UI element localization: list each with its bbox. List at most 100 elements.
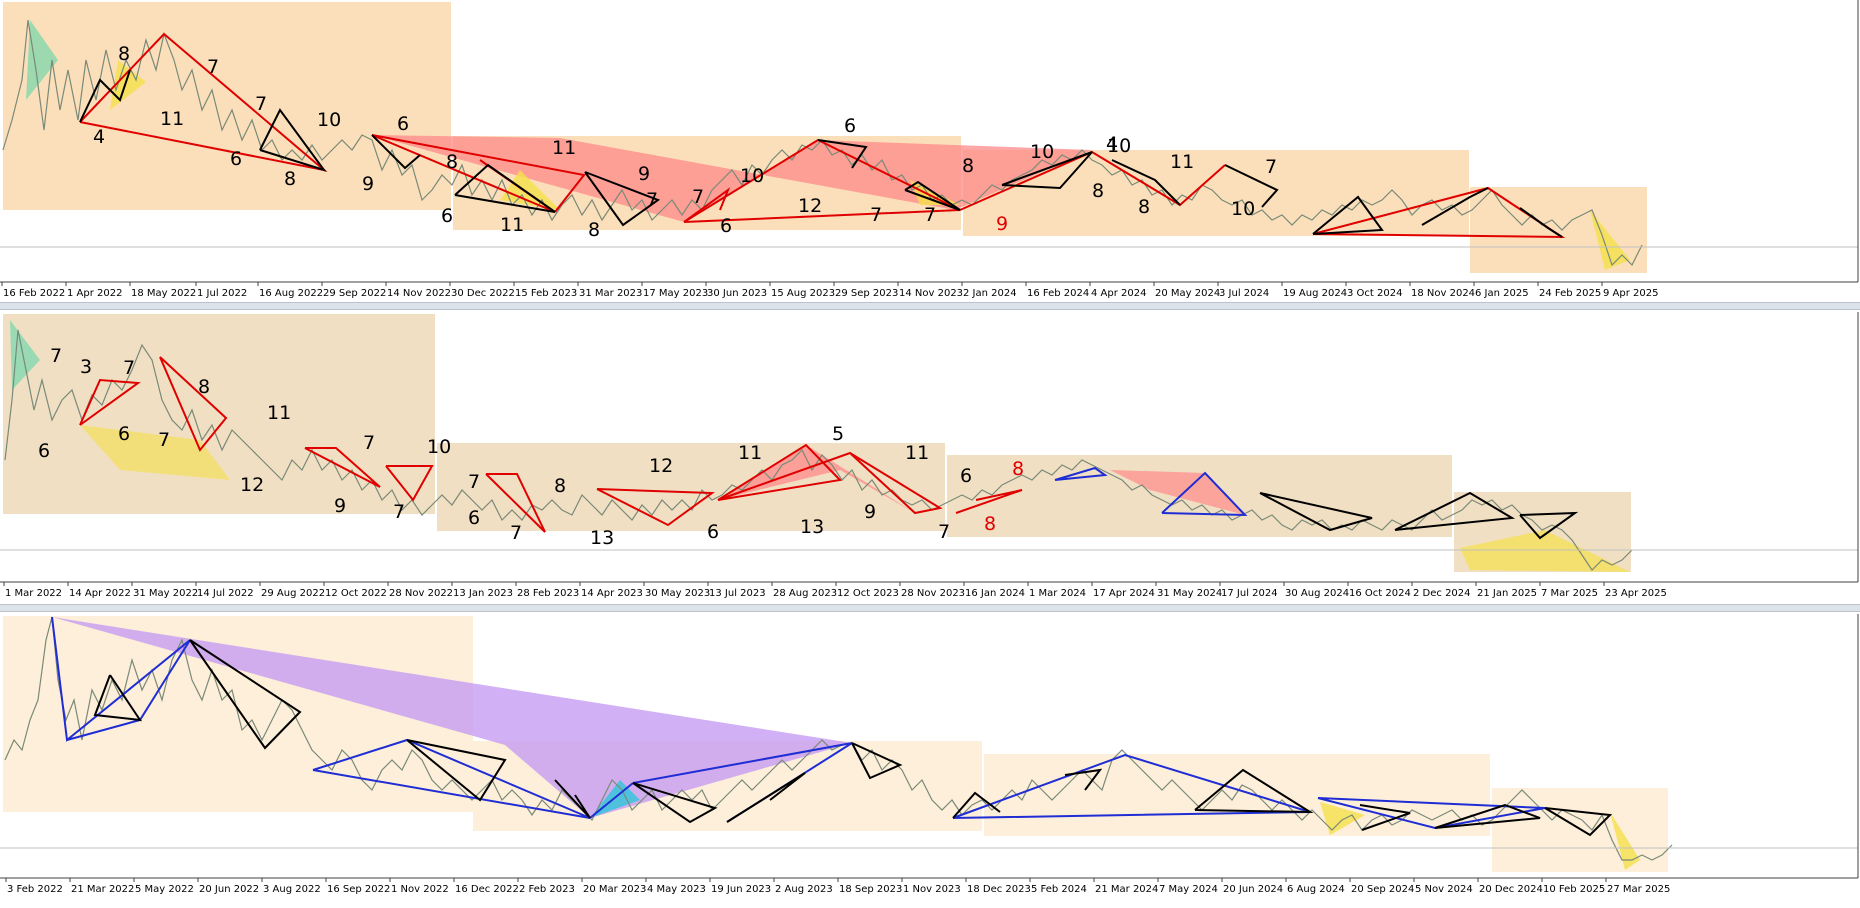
harmonic-fill — [1590, 210, 1630, 270]
x-tick-label: 18 Dec 2023 — [967, 884, 1031, 895]
harmonic-fill — [26, 20, 58, 100]
pattern-annotation-label: 6 — [441, 205, 453, 227]
pattern-annotation-label: 7 — [924, 204, 936, 226]
x-tick-label: 14 Jul 2022 — [197, 588, 254, 599]
x-tick-label: 10 Feb 2025 — [1543, 884, 1605, 895]
x-tick-label: 18 Sep 2023 — [839, 884, 902, 895]
x-tick-label: 16 Dec 2022 — [455, 884, 519, 895]
pattern-annotation-label: 7 — [646, 189, 658, 211]
pattern-annotation-label: 9 — [996, 213, 1008, 235]
x-tick-label: 1 Nov 2023 — [903, 884, 961, 895]
x-tick-label: 31 Mar 2023 — [579, 288, 642, 299]
x-tick-label: 17 Apr 2024 — [1093, 588, 1155, 599]
panel-separator[interactable] — [0, 302, 1860, 310]
x-tick-label: 3 Oct 2024 — [1347, 288, 1402, 299]
pattern-annotation-label: 7 — [692, 186, 704, 208]
harmonic-fill — [1320, 802, 1365, 835]
x-tick-label: 13 Jul 2023 — [709, 588, 766, 599]
x-tick-label: 30 Jun 2023 — [707, 288, 767, 299]
harmonic-pattern — [1259, 491, 1579, 540]
pattern-annotation-label: 7 — [393, 501, 405, 523]
pattern-annotation-label: 6 — [468, 507, 480, 529]
x-tick-label: 15 Feb 2023 — [515, 288, 577, 299]
x-tick-label: 30 May 2023 — [645, 588, 710, 599]
x-tick-label: 7 Mar 2025 — [1541, 588, 1598, 599]
x-tick-label: 20 Dec 2024 — [1479, 884, 1543, 895]
x-tick-label: 16 Jan 2024 — [965, 588, 1025, 599]
x-tick-label: 27 Mar 2025 — [1607, 884, 1670, 895]
pattern-annotation-label: 8 — [118, 43, 130, 65]
x-tick-label: 6 Jan 2025 — [1475, 288, 1529, 299]
pattern-annotation-label: 6 — [720, 215, 732, 237]
pattern-annotation-label: 7 — [1265, 156, 1277, 178]
pattern-annotation-label: 6 — [397, 113, 409, 135]
x-tick-label: 16 Feb 2024 — [1027, 288, 1089, 299]
x-tick-label: 17 Jul 2024 — [1221, 588, 1278, 599]
pattern-annotation-label: 11 — [905, 442, 929, 464]
x-tick-label: 2 Dec 2024 — [1413, 588, 1471, 599]
pattern-annotation-label: 7 — [50, 345, 62, 367]
pattern-annotation-label: 7 — [938, 521, 950, 543]
pattern-annotation-label: 8 — [446, 151, 458, 173]
x-tick-label: 21 Mar 2024 — [1095, 884, 1158, 895]
pattern-annotation-label: 11 — [267, 402, 291, 424]
x-tick-label: 28 Nov 2023 — [901, 588, 965, 599]
x-tick-label: 3 Jul 2024 — [1219, 288, 1269, 299]
x-tick-label: 29 Sep 2022 — [323, 288, 386, 299]
x-tick-label: 12 Oct 2023 — [837, 588, 899, 599]
x-tick-label: 30 Aug 2024 — [1285, 588, 1349, 599]
pattern-annotation-label: 4 — [1106, 133, 1118, 155]
harmonic-fill — [718, 445, 915, 513]
x-tick-label: 31 May 2022 — [133, 588, 198, 599]
pattern-annotation-label: 9 — [334, 495, 346, 517]
pattern-annotation-label: 12 — [240, 474, 264, 496]
pattern-annotation-label: 9 — [864, 501, 876, 523]
x-tick-label: 2 Feb 2023 — [519, 884, 575, 895]
x-tick-label: 20 Jun 2024 — [1223, 884, 1283, 895]
x-tick-label: 14 Nov 2022 — [387, 288, 451, 299]
x-tick-label: 2 Aug 2023 — [775, 884, 833, 895]
pattern-annotation-label: 9 — [638, 163, 650, 185]
x-tick-label: 20 Sep 2024 — [1351, 884, 1414, 895]
zone-box — [3, 314, 435, 514]
panel-3: 3 Feb 2022 21 Mar 2022 5 May 2022 20 Jun 20… — [0, 614, 1859, 895]
pattern-annotation-label: 10 — [317, 109, 341, 131]
pattern-annotation-label: 12 — [649, 455, 673, 477]
pattern-annotation-label: 8 — [284, 168, 296, 190]
x-tick-label: 14 Apr 2023 — [581, 588, 643, 599]
panel-separator[interactable] — [0, 604, 1860, 612]
pattern-annotation-label: 11 — [738, 442, 762, 464]
pattern-annotation-label: 7 — [123, 357, 135, 379]
x-tick-label: 20 Mar 2023 — [583, 884, 646, 895]
pattern-annotation-label: 7 — [255, 93, 267, 115]
pattern-annotation-label: 10 — [740, 165, 764, 187]
x-tick-label: 1 Mar 2024 — [1029, 588, 1086, 599]
x-tick-label: 1 Nov 2022 — [391, 884, 449, 895]
harmonic-pattern — [79, 356, 1023, 533]
pattern-annotation-label: 6 — [38, 440, 50, 462]
zone-box — [3, 2, 451, 210]
pattern-annotation-label: 8 — [1092, 180, 1104, 202]
x-tick-label: 2 Jan 2024 — [963, 288, 1017, 299]
pattern-annotation-label: 8 — [984, 513, 996, 535]
pattern-annotation-label: 7 — [870, 204, 882, 226]
pattern-annotation-label: 8 — [962, 155, 974, 177]
pattern-annotation-label: 6 — [707, 521, 719, 543]
x-tick-label: 14 Nov 2023 — [899, 288, 963, 299]
pattern-annotation-label: 7 — [158, 429, 170, 451]
x-tick-label: 28 Nov 2022 — [389, 588, 453, 599]
x-tick-label: 4 May 2023 — [647, 884, 706, 895]
x-tick-label: 6 Aug 2024 — [1287, 884, 1345, 895]
harmonic-fill — [372, 135, 1092, 222]
pattern-annotation-label: 4 — [93, 126, 105, 148]
panel-1-x-ticks: 16 Feb 2022 1 Apr 2022 18 May 2022 1 Jul 20… — [1, 282, 1658, 299]
x-tick-label: 16 Aug 2022 — [259, 288, 323, 299]
price-line — [4, 329, 1633, 571]
harmonic-fill — [1460, 530, 1630, 572]
x-tick-label: 1 Mar 2022 — [5, 588, 62, 599]
